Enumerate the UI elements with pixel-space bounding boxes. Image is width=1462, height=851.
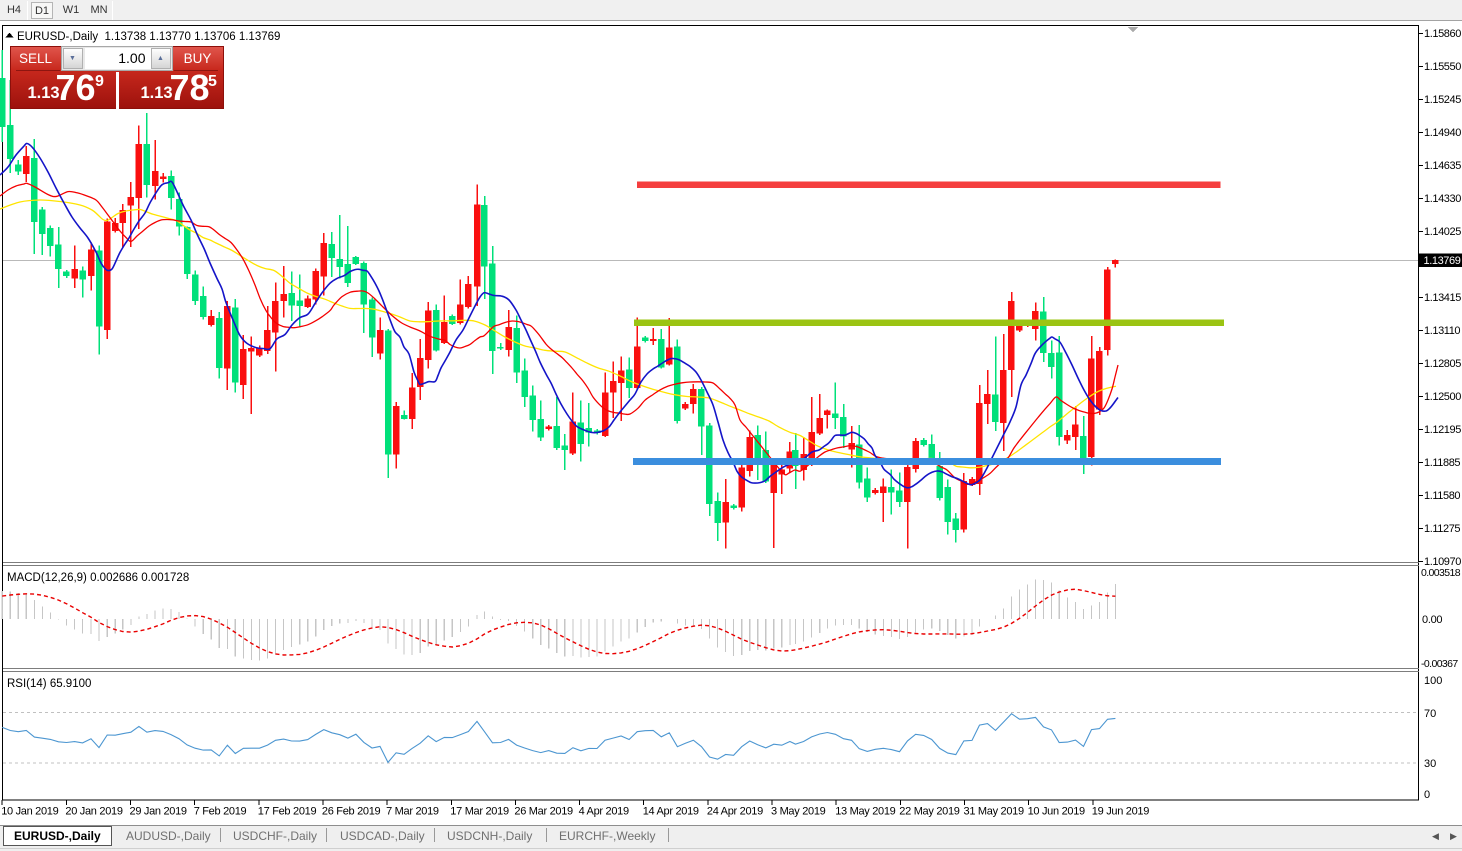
svg-text:1.14635: 1.14635: [1424, 160, 1461, 172]
svg-text:1.15860: 1.15860: [1424, 28, 1461, 40]
svg-text:100: 100: [1424, 675, 1442, 687]
svg-text:19 Jun 2019: 19 Jun 2019: [1092, 806, 1149, 818]
svg-text:24 Apr 2019: 24 Apr 2019: [707, 806, 763, 818]
svg-text:13 May 2019: 13 May 2019: [835, 806, 895, 818]
svg-text:70: 70: [1424, 708, 1436, 720]
svg-text:1.11885: 1.11885: [1424, 457, 1460, 469]
svg-text:1.10970: 1.10970: [1424, 556, 1461, 568]
svg-text:1.14330: 1.14330: [1424, 193, 1461, 205]
svg-text:EURUSD-,Daily 1.13738 1.13770: EURUSD-,Daily 1.13738 1.13770 1.13706 1.…: [17, 31, 280, 43]
svg-text:7 Mar 2019: 7 Mar 2019: [386, 806, 439, 818]
svg-text:3 May 2019: 3 May 2019: [771, 806, 826, 818]
svg-text:1.15245: 1.15245: [1424, 94, 1461, 106]
svg-text:10 Jan 2019: 10 Jan 2019: [1, 806, 58, 818]
svg-text:-0.00367: -0.00367: [1421, 658, 1458, 670]
svg-text:31 May 2019: 31 May 2019: [964, 806, 1024, 818]
svg-text:0: 0: [1424, 789, 1430, 801]
svg-text:1.12500: 1.12500: [1424, 391, 1461, 403]
svg-text:22 May 2019: 22 May 2019: [899, 806, 959, 818]
svg-text:RSI(14) 65.9100: RSI(14) 65.9100: [7, 678, 91, 690]
svg-text:10 Jun 2019: 10 Jun 2019: [1028, 806, 1085, 818]
svg-text:0.003518: 0.003518: [1421, 567, 1461, 579]
svg-text:1.11580: 1.11580: [1424, 490, 1460, 502]
svg-text:14 Apr 2019: 14 Apr 2019: [643, 806, 699, 818]
svg-text:0.00: 0.00: [1422, 614, 1442, 626]
svg-text:1.12805: 1.12805: [1424, 358, 1461, 370]
svg-text:1.13769: 1.13769: [1424, 255, 1461, 267]
svg-text:MACD(12,26,9) 0.002686 0.00172: MACD(12,26,9) 0.002686 0.001728: [7, 572, 189, 584]
svg-text:1.14025: 1.14025: [1424, 226, 1461, 238]
svg-text:1.11275: 1.11275: [1424, 523, 1460, 535]
svg-text:1.15550: 1.15550: [1424, 61, 1461, 73]
svg-text:1.13415: 1.13415: [1424, 292, 1461, 304]
svg-text:17 Mar 2019: 17 Mar 2019: [450, 806, 509, 818]
svg-text:26 Mar 2019: 26 Mar 2019: [514, 806, 573, 818]
svg-text:1.13110: 1.13110: [1424, 325, 1460, 337]
svg-text:1.14940: 1.14940: [1424, 127, 1461, 139]
svg-text:30: 30: [1424, 758, 1436, 770]
svg-text:4 Apr 2019: 4 Apr 2019: [579, 806, 629, 818]
svg-text:17 Feb 2019: 17 Feb 2019: [258, 806, 317, 818]
svg-text:20 Jan 2019: 20 Jan 2019: [65, 806, 122, 818]
svg-text:7 Feb 2019: 7 Feb 2019: [194, 806, 247, 818]
svg-text:1.12195: 1.12195: [1424, 424, 1461, 436]
svg-text:26 Feb 2019: 26 Feb 2019: [322, 806, 381, 818]
svg-text:29 Jan 2019: 29 Jan 2019: [130, 806, 187, 818]
